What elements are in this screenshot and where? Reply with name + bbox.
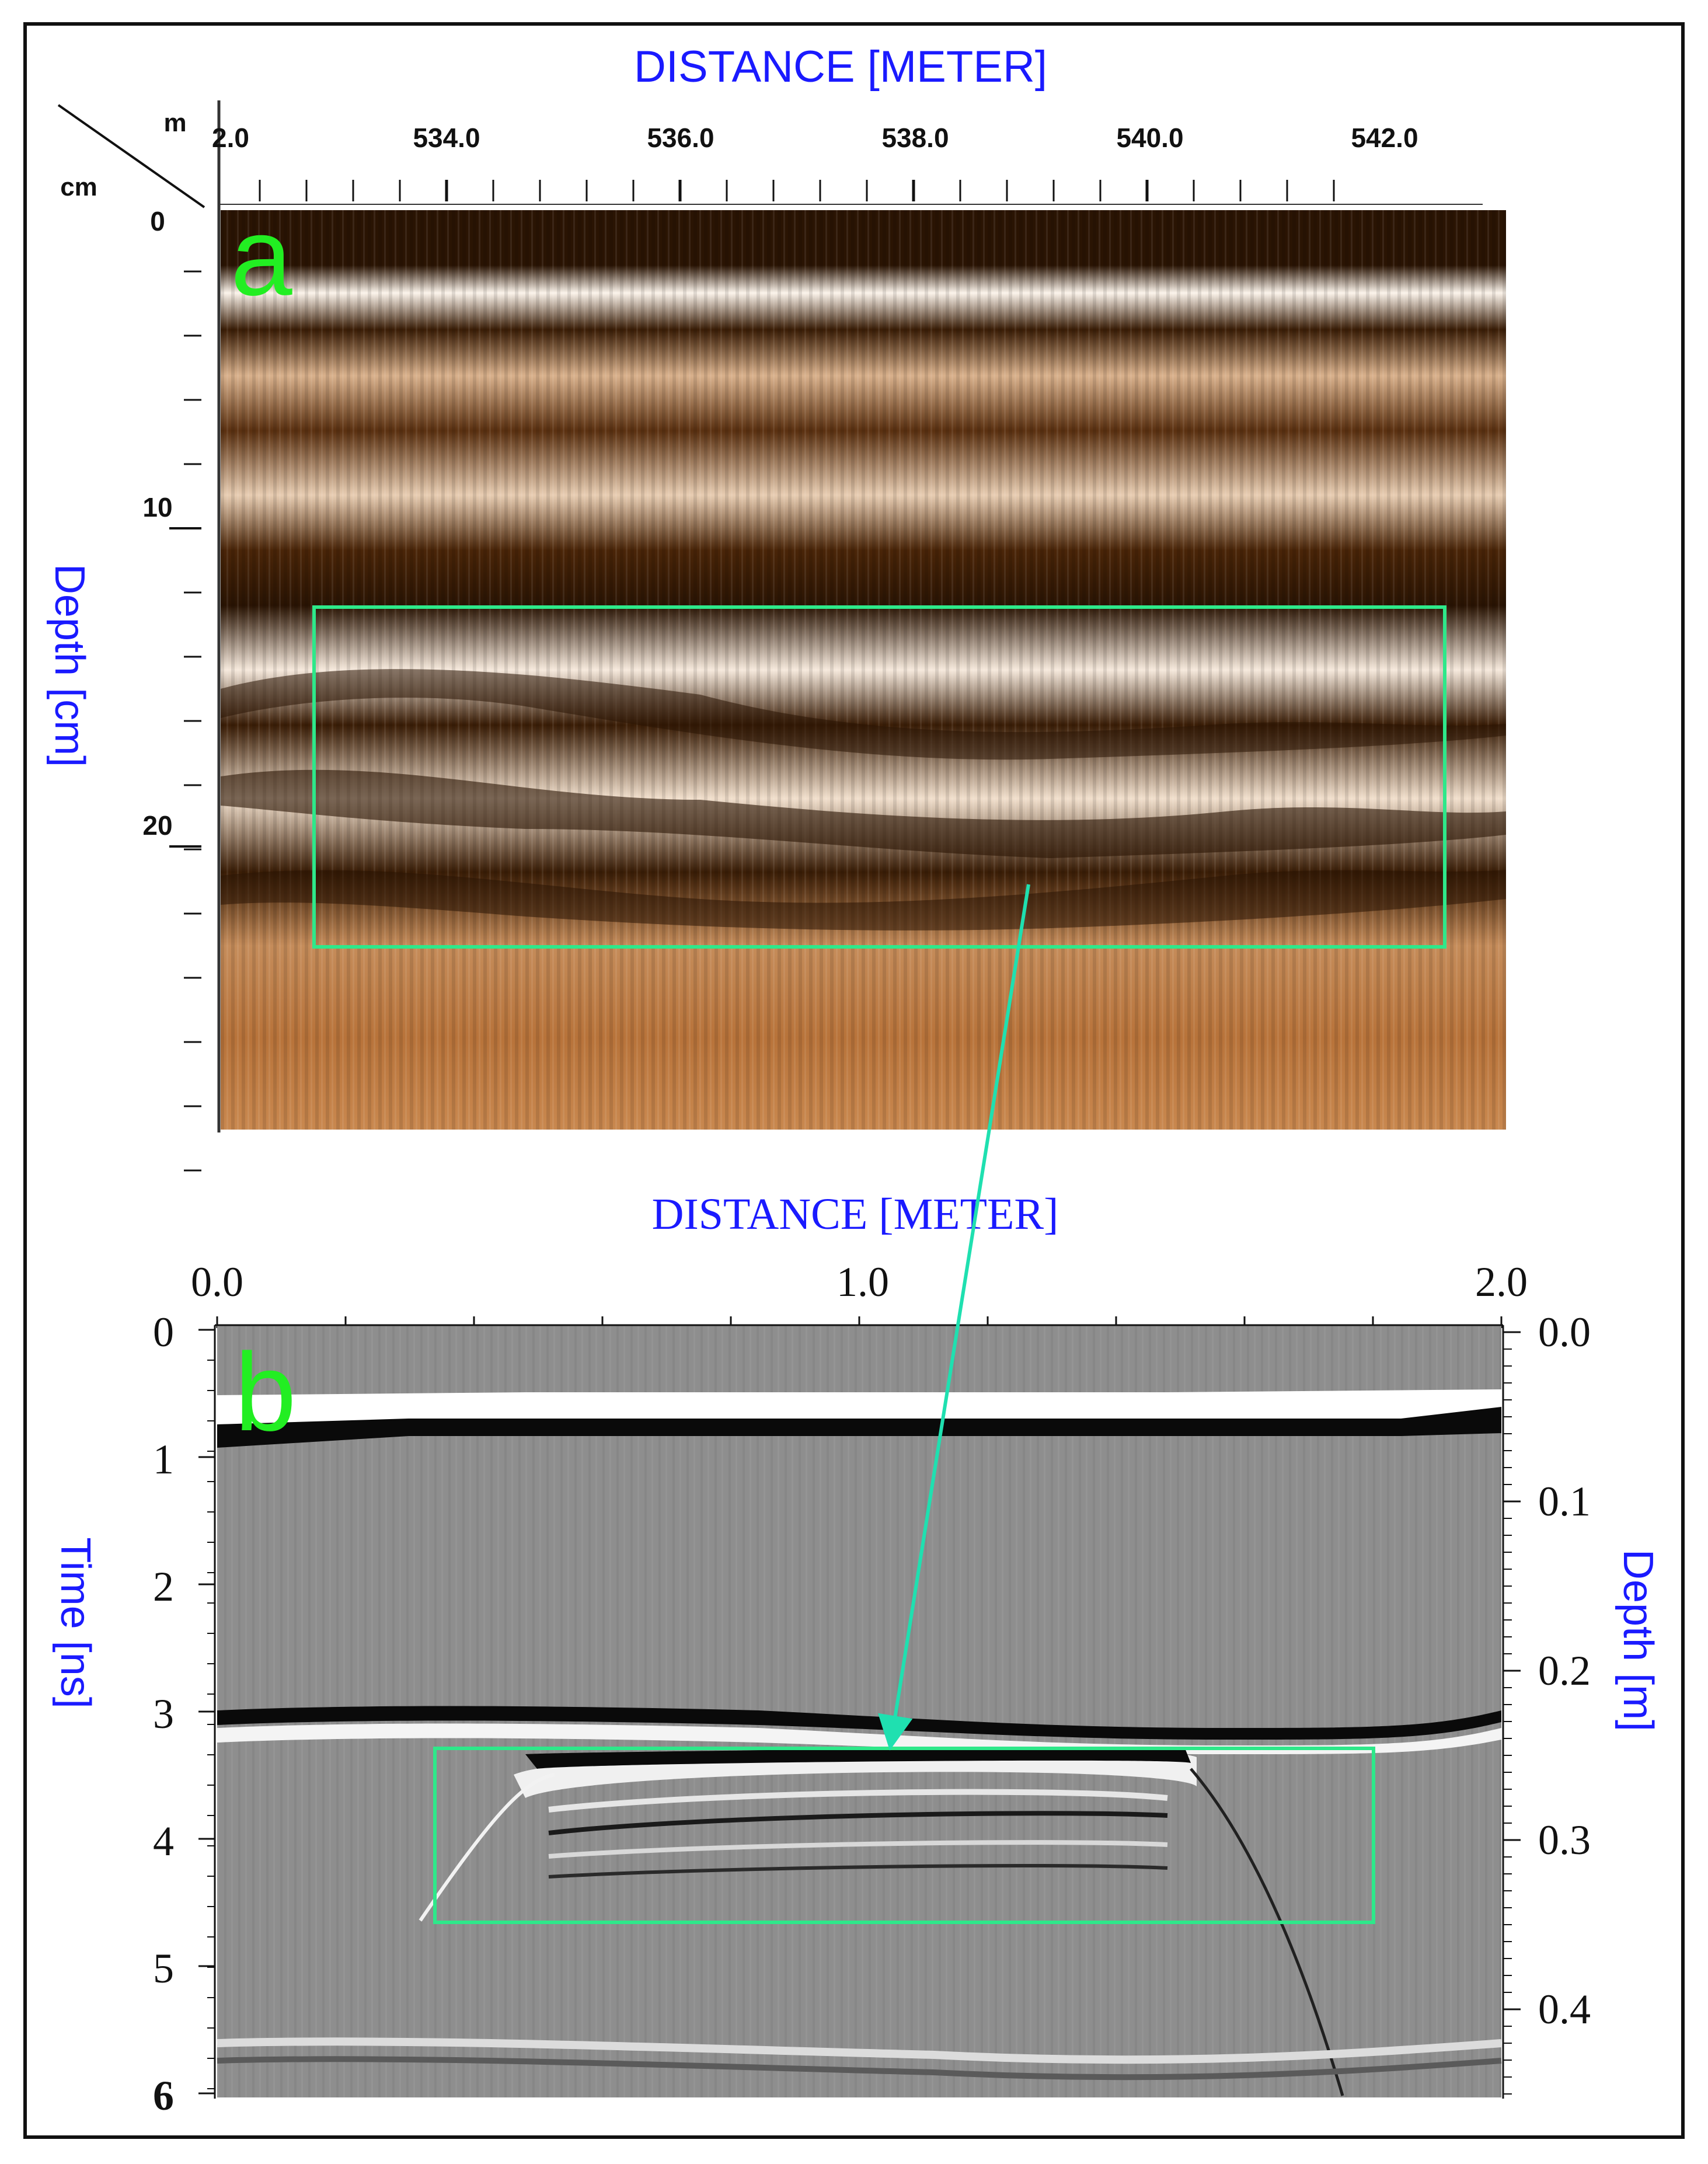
panel-a-y-ticks: 0 10 20 (142, 206, 201, 1172)
panel-a-x-tick-label: 536.0 (647, 123, 714, 153)
connecting-arrow (878, 884, 1030, 1751)
panel-b-left-ticks: 0 1 2 3 4 5 6 (153, 1309, 215, 2119)
panel-a-y-tick-label: 0 (150, 206, 165, 236)
panel-b-time-tick-label: 2 (153, 1563, 174, 1610)
panel-a-letter: a (231, 195, 292, 319)
panel-b-radargram (217, 1325, 1502, 2097)
panel-a-x-ticks: 2.0 534.0 536.0 538.0 540.0 542.0 (212, 123, 1418, 201)
panel-b-right-axis-label: Depth [m] (1615, 1549, 1661, 1731)
panel-a-radargram (221, 210, 1506, 1130)
panel-a-y-axis-label: Depth [cm] (46, 564, 93, 767)
panel-a-corner-unit-cm: cm (60, 173, 97, 201)
panel-b-left-axis-label: Time [ns] (52, 1537, 99, 1708)
panel-b-time-tick-label: 6 (153, 2072, 174, 2119)
panel-b-time-tick-label: 5 (153, 1945, 174, 1992)
panel-a-x-tick-label: 540.0 (1116, 123, 1183, 153)
panel-a-corner-diagonal (57, 104, 205, 208)
panel-b-x-ticks: 0.0 1.0 2.0 (191, 1259, 1528, 1328)
panel-b-letter: b (235, 1330, 297, 1454)
panel-b-time-tick-label: 0 (153, 1309, 174, 1355)
panel-b-time-tick-label: 4 (153, 1818, 174, 1865)
panel-b-x-axis-title: DISTANCE [METER] (652, 1190, 1059, 1239)
panel-b-depth-tick-label: 0.0 (1538, 1309, 1591, 1355)
panel-a-x-tick-label: 542.0 (1351, 123, 1418, 153)
figure-frame (23, 22, 1685, 2139)
panel-b-depth-tick-label: 0.1 (1538, 1478, 1591, 1525)
panel-a-x-tick-label: 2.0 (212, 123, 249, 153)
panel-a-y-tick-label: 20 (142, 810, 172, 841)
panel-b-depth-tick-label: 0.4 (1538, 1986, 1591, 2033)
panel-b-right-ticks: 0.0 0.1 0.2 0.3 0.4 (1503, 1309, 1591, 2095)
panel-b-time-tick-label: 3 (153, 1691, 174, 1737)
panel-a-x-tick-label: 538.0 (881, 123, 949, 153)
panel-b-x-tick-label: 1.0 (836, 1259, 889, 1305)
panel-b-depth-tick-label: 0.2 (1538, 1647, 1591, 1694)
panel-b-depth-tick-label: 0.3 (1538, 1817, 1591, 1863)
panel-a: DISTANCE [METER] m cm 2.0 534.0 536.0 538.0… (46, 42, 1506, 1172)
panel-a-x-tick-label: 534.0 (413, 123, 480, 153)
panel-b-time-tick-label: 1 (153, 1436, 174, 1483)
panel-a-corner-unit-m: m (163, 109, 186, 137)
panel-a-highlight-box (312, 605, 1446, 949)
panel-b-x-tick-label: 0.0 (191, 1259, 243, 1305)
panel-a-y-tick-label: 10 (142, 492, 172, 522)
panel-b-x-tick-label: 2.0 (1475, 1259, 1528, 1305)
panel-a-x-axis-title: DISTANCE [METER] (634, 42, 1047, 92)
